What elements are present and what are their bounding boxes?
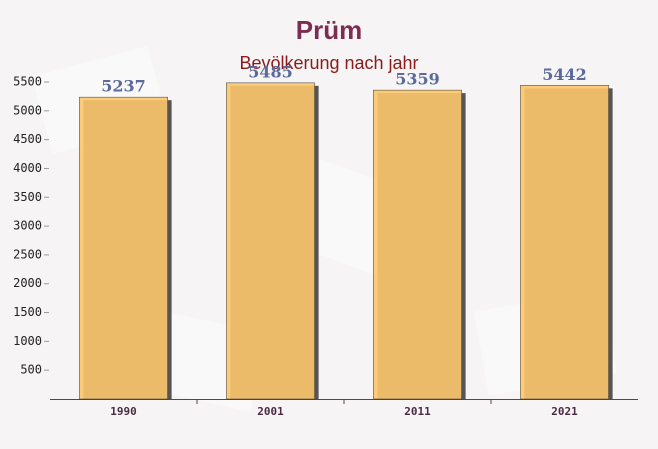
y-tick-label: 1500	[13, 305, 42, 319]
x-tick-label: 2011	[404, 405, 431, 418]
x-tick-label: 2021	[551, 405, 578, 418]
y-tick-label: 4000	[13, 161, 42, 175]
y-tick-label: 5000	[13, 103, 42, 117]
y-tick-label: 4500	[13, 132, 42, 146]
value-label: 5485	[248, 62, 293, 81]
bar	[520, 85, 609, 400]
x-tick-label: 2001	[257, 405, 284, 418]
x-tick-label: 1990	[110, 405, 137, 418]
y-tick-label: 3000	[13, 219, 42, 233]
y-tick-label: 2000	[13, 276, 42, 290]
bar	[226, 82, 315, 400]
y-tick-label: 500	[20, 363, 42, 377]
bar	[79, 96, 168, 400]
bar	[373, 89, 462, 400]
y-tick-label: 1000	[13, 334, 42, 348]
y-tick-label: 5500	[13, 75, 42, 89]
y-tick-label: 3500	[13, 190, 42, 204]
y-tick-label: 2500	[13, 247, 42, 261]
chart-title: Prüm	[296, 15, 362, 45]
chart-subtitle: Bevölkerung nach jahr	[239, 53, 418, 73]
value-label: 5237	[101, 77, 146, 96]
value-label: 5359	[395, 70, 440, 89]
value-label: 5442	[542, 65, 587, 84]
